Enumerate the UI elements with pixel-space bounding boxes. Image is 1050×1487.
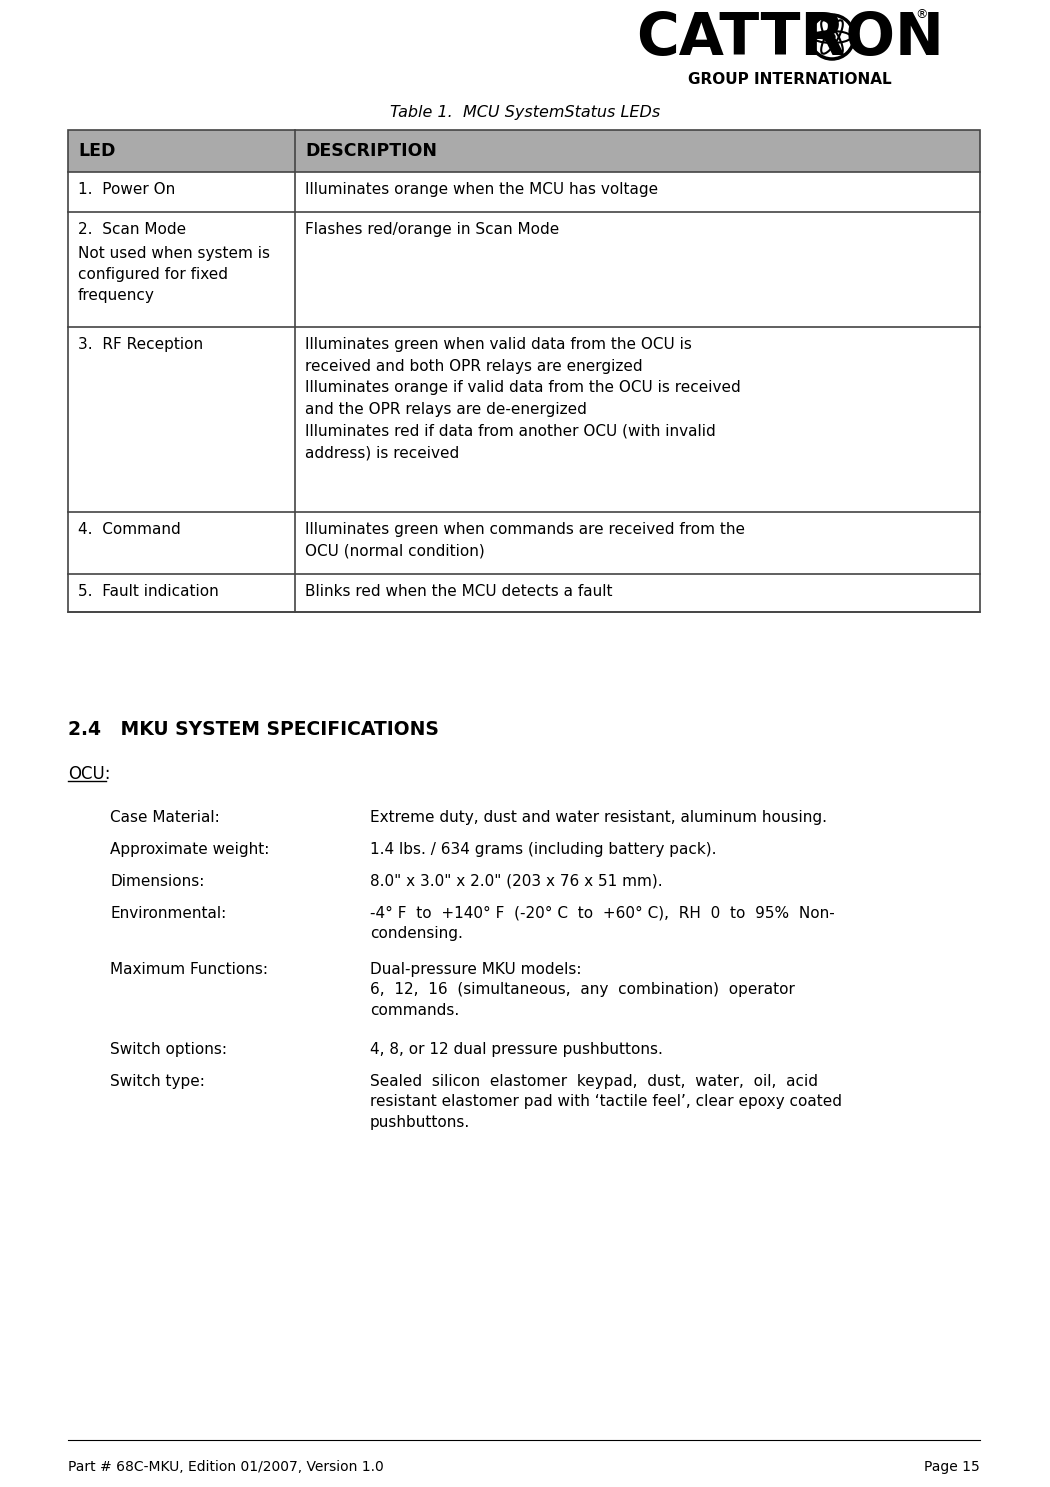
Text: Maximum Functions:: Maximum Functions: (110, 962, 268, 977)
Text: Sealed  silicon  elastomer  keypad,  dust,  water,  oil,  acid
resistant elastom: Sealed silicon elastomer keypad, dust, w… (370, 1074, 842, 1130)
Text: 4, 8, or 12 dual pressure pushbuttons.: 4, 8, or 12 dual pressure pushbuttons. (370, 1042, 663, 1057)
Text: 8.0" x 3.0" x 2.0" (203 x 76 x 51 mm).: 8.0" x 3.0" x 2.0" (203 x 76 x 51 mm). (370, 874, 663, 889)
Text: DESCRIPTION: DESCRIPTION (304, 141, 437, 161)
Text: GROUP INTERNATIONAL: GROUP INTERNATIONAL (688, 71, 891, 88)
Text: 2.4   MKU SYSTEM SPECIFICATIONS: 2.4 MKU SYSTEM SPECIFICATIONS (68, 720, 439, 739)
Text: Extreme duty, dust and water resistant, aluminum housing.: Extreme duty, dust and water resistant, … (370, 810, 827, 825)
Circle shape (830, 34, 835, 40)
Text: 1.4 lbs. / 634 grams (including battery pack).: 1.4 lbs. / 634 grams (including battery … (370, 842, 716, 857)
Text: Case Material:: Case Material: (110, 810, 219, 825)
Text: Not used when system is
configured for fixed
frequency: Not used when system is configured for f… (78, 245, 270, 303)
Text: Illuminates green when valid data from the OCU is
received and both OPR relays a: Illuminates green when valid data from t… (304, 338, 740, 459)
Text: OCU:: OCU: (68, 764, 110, 784)
Text: ®: ® (915, 7, 927, 21)
Text: Switch options:: Switch options: (110, 1042, 227, 1057)
Text: 5.  Fault indication: 5. Fault indication (78, 584, 218, 599)
Text: -4° F  to  +140° F  (-20° C  to  +60° C),  RH  0  to  95%  Non-
condensing.: -4° F to +140° F (-20° C to +60° C), RH … (370, 906, 835, 941)
Text: Flashes red/orange in Scan Mode: Flashes red/orange in Scan Mode (304, 222, 560, 236)
Text: Dual-pressure MKU models:
6,  12,  16  (simultaneous,  any  combination)  operat: Dual-pressure MKU models: 6, 12, 16 (sim… (370, 962, 795, 1017)
Text: 1.  Power On: 1. Power On (78, 181, 175, 196)
Text: Approximate weight:: Approximate weight: (110, 842, 270, 857)
Text: Dimensions:: Dimensions: (110, 874, 205, 889)
Text: Page 15: Page 15 (924, 1460, 980, 1474)
Text: LED: LED (78, 141, 116, 161)
Bar (68, 129, 980, 613)
Text: Part # 68C-MKU, Edition 01/2007, Version 1.0: Part # 68C-MKU, Edition 01/2007, Version… (68, 1460, 383, 1474)
Text: CATTRON: CATTRON (636, 10, 944, 67)
Bar (68, 129, 980, 172)
Text: Blinks red when the MCU detects a fault: Blinks red when the MCU detects a fault (304, 584, 612, 599)
Text: Switch type:: Switch type: (110, 1074, 205, 1088)
Text: 3.  RF Reception: 3. RF Reception (78, 338, 203, 352)
Text: Table 1.  MCU SystemStatus LEDs: Table 1. MCU SystemStatus LEDs (390, 106, 660, 120)
Text: Illuminates green when commands are received from the
OCU (normal condition): Illuminates green when commands are rece… (304, 522, 746, 559)
Text: 4.  Command: 4. Command (78, 522, 181, 537)
Text: Illuminates orange when the MCU has voltage: Illuminates orange when the MCU has volt… (304, 181, 658, 196)
Text: Environmental:: Environmental: (110, 906, 226, 920)
Text: 2.  Scan Mode: 2. Scan Mode (78, 222, 186, 236)
